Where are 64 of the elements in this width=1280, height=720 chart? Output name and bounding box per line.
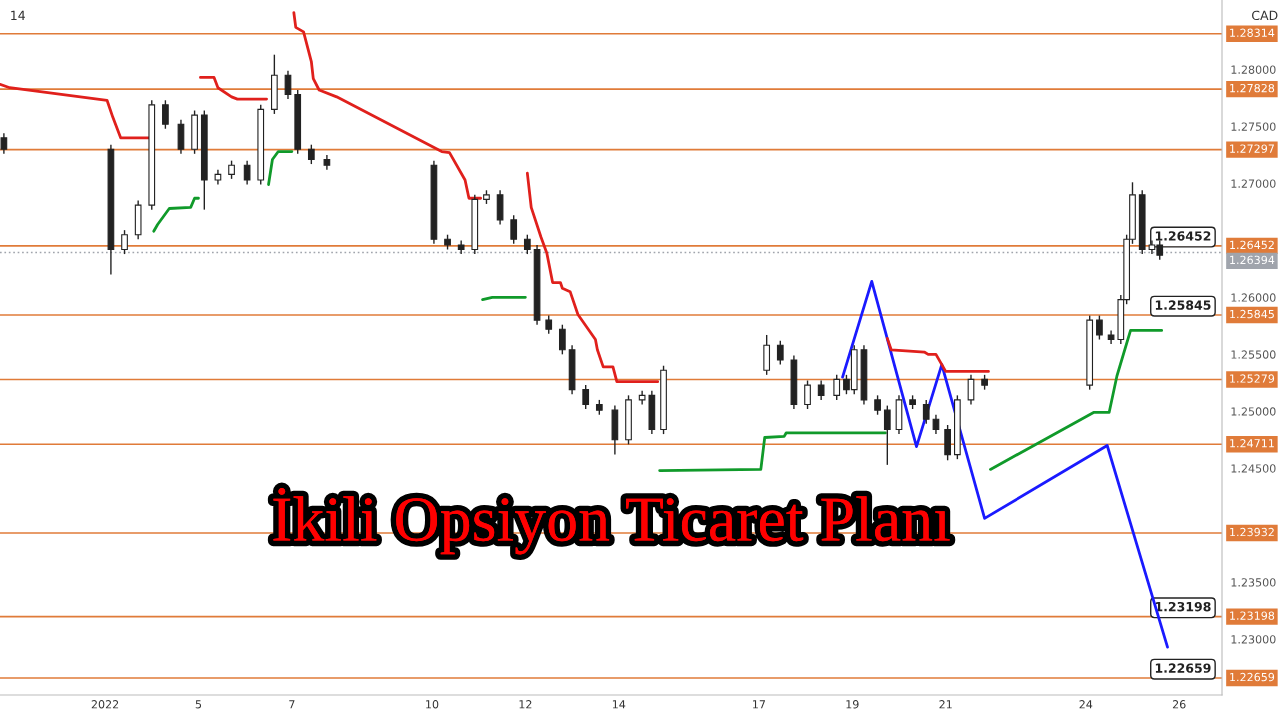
ref-line-label: 1.24711 [1230, 439, 1274, 448]
candlestick [582, 384, 590, 410]
y-tick-label: 1.23500 [1231, 578, 1276, 587]
ref-line-label: 1.27828 [1230, 83, 1275, 93]
y-tick-label: 1.26000 [1231, 293, 1276, 302]
x-tick-label: 26 [1172, 700, 1186, 709]
y-tick-label: 1.24500 [1231, 464, 1276, 473]
candlestick [922, 399, 930, 425]
candlestick [776, 339, 784, 366]
y-tick-label: 1.25500 [1231, 350, 1276, 359]
candlestick [243, 159, 251, 186]
y-tick-label: 1.25000 [1231, 407, 1276, 416]
candlestick [1096, 314, 1103, 341]
y-tick-label: 1.23000 [1231, 635, 1276, 644]
y-tick-label: 1.27000 [1231, 179, 1276, 188]
ref-line-label: 1.25279 [1230, 374, 1275, 383]
ref-line-label: 1.23932 [1230, 527, 1274, 537]
annotation: 1.25845 [1155, 300, 1211, 310]
line-series [658, 431, 887, 472]
annotation: 1.22659 [1155, 663, 1211, 673]
x-tick-label: 17 [753, 700, 765, 709]
candlestick [121, 229, 128, 255]
line-series [989, 329, 1164, 471]
x-tick-label: 5 [195, 700, 202, 709]
x-tick-label: 10 [426, 700, 439, 709]
line-series [199, 76, 268, 101]
candlestick [162, 99, 169, 130]
ref-line-label: 1.25845 [1230, 309, 1274, 319]
line-series [525, 171, 660, 384]
ref-line-label: 1.23198 [1230, 611, 1275, 620]
candlestick [804, 379, 811, 410]
y-tick-label: 1.28000 [1231, 65, 1276, 74]
annotation: 1.26452 [1155, 231, 1211, 241]
candlestick [558, 324, 566, 356]
x-tick-label: 24 [1079, 700, 1093, 709]
candlestick [817, 379, 825, 401]
candlestick [874, 394, 881, 416]
line-series [292, 11, 483, 200]
candlestick [833, 374, 841, 401]
y-tick-label: 1.27500 [1231, 122, 1276, 131]
annotation: 14 [11, 10, 25, 20]
line-series [152, 196, 200, 233]
x-tick-label: 7 [289, 700, 295, 709]
candlestick [307, 144, 315, 165]
line-series [885, 337, 990, 373]
x-tick-label: 2022 [91, 700, 119, 709]
candlestick [967, 374, 975, 406]
x-tick-label: 12 [519, 700, 532, 709]
candlestick [0, 132, 8, 155]
text: CAD [1252, 10, 1278, 21]
ref-line-label: 1.22659 [1230, 672, 1275, 682]
x-tick-label: 14 [612, 700, 626, 709]
candlestick [883, 404, 891, 466]
ref-line-label: 1.27297 [1230, 144, 1274, 153]
x-tick-label: 21 [939, 700, 952, 709]
candlestick [523, 234, 531, 255]
ref-line-label: 1.28314 [1230, 28, 1275, 37]
ref-line-label: 1.26452 [1230, 240, 1274, 250]
ref-line-label: 1.26394 [1230, 255, 1275, 265]
candlestick [510, 214, 518, 245]
annotation: 1.23198 [1155, 601, 1211, 612]
candlestick [228, 159, 235, 180]
candlestick [545, 314, 553, 335]
x-tick-label: 19 [846, 700, 859, 709]
